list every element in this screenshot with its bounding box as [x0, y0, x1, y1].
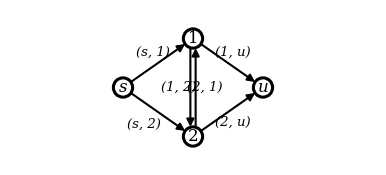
Circle shape [253, 78, 273, 97]
Text: (2, u): (2, u) [215, 116, 251, 129]
Circle shape [183, 29, 203, 48]
Text: (s, 2): (s, 2) [127, 118, 161, 131]
Text: 2: 2 [188, 128, 198, 145]
Text: (1, 2): (1, 2) [161, 81, 197, 94]
Circle shape [183, 127, 203, 146]
Text: u: u [257, 79, 268, 96]
Text: (s, 1): (s, 1) [136, 46, 170, 59]
Circle shape [113, 78, 133, 97]
Text: s: s [119, 79, 127, 96]
Text: (2, 1): (2, 1) [188, 81, 223, 94]
Text: (1, u): (1, u) [215, 46, 251, 59]
Text: 1: 1 [188, 30, 198, 47]
